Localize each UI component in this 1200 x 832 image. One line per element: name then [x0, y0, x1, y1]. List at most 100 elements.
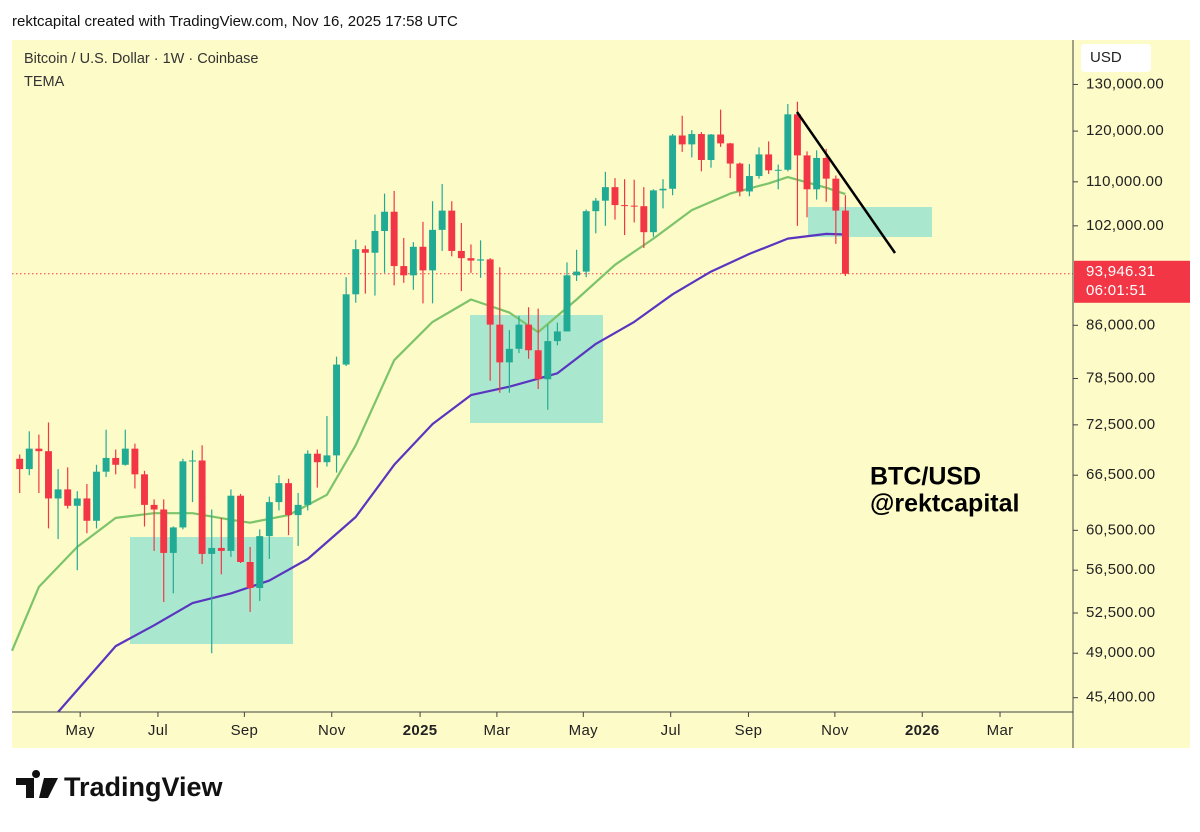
y-tick-label: 60,500.00 [1086, 521, 1155, 538]
candle-body [429, 229, 437, 271]
candle-body [189, 460, 196, 462]
y-tick-label: 110,000.00 [1086, 173, 1163, 190]
symbol-title: Bitcoin / U.S. Dollar · 1W · Coinbase [24, 51, 259, 67]
candle-body [563, 275, 571, 332]
candle-body [179, 461, 187, 528]
candle-body [390, 211, 398, 267]
zone [808, 207, 932, 237]
candle-body [582, 211, 590, 272]
candle-body [141, 474, 148, 505]
annotation: @rektcapital [870, 490, 1019, 518]
candle-body [793, 114, 801, 156]
candle-body [669, 135, 677, 189]
candle-body [160, 509, 168, 553]
candle-body [381, 211, 389, 232]
last-price-box [1074, 260, 1190, 303]
x-tick-label: May [66, 722, 95, 739]
candle-body [649, 190, 657, 233]
y-tick-label: 45,400.00 [1086, 689, 1155, 706]
x-tick-label: Mar [987, 722, 1014, 739]
candle-body [16, 458, 24, 470]
candle-body [688, 134, 696, 145]
x-tick-label: Nov [318, 722, 346, 739]
candle-body [333, 364, 340, 456]
candle-body [467, 258, 475, 261]
candle-body [496, 324, 504, 363]
candle-body [275, 483, 283, 503]
countdown: 06:01:51 [1086, 282, 1147, 299]
candle-body [774, 169, 782, 171]
candle-body [409, 246, 417, 276]
currency[interactable]: USD [1090, 49, 1122, 66]
candle-body [515, 324, 523, 349]
candle-body [313, 453, 321, 463]
candle-body [544, 341, 552, 380]
candle-body [54, 489, 62, 499]
candle-body [227, 495, 235, 551]
candle-body [246, 562, 254, 589]
candle-body [35, 448, 43, 452]
candle-body [592, 200, 600, 212]
candle-body [73, 498, 81, 506]
candle-body [419, 246, 427, 271]
candle-body [477, 259, 485, 261]
candle-body [726, 143, 734, 164]
candle-body [83, 498, 91, 521]
candle-body [45, 451, 52, 499]
candle-body [64, 489, 72, 506]
candle-body [822, 157, 830, 179]
indicator-name: TEMA [24, 74, 65, 90]
candle-body [102, 457, 110, 472]
candle-body [256, 536, 264, 589]
candle-body [640, 206, 648, 233]
candle-body [323, 455, 331, 463]
candle-body [342, 294, 350, 365]
y-tick-label: 49,000.00 [1086, 644, 1155, 661]
candle-body [659, 188, 667, 191]
x-tick-label: Jul [661, 722, 681, 739]
candle-body [611, 187, 619, 206]
candle-body [505, 348, 513, 363]
candle-body [745, 176, 753, 192]
candle-body [525, 324, 533, 351]
currency-box[interactable] [1081, 44, 1151, 72]
x-tick-label: Mar [484, 722, 511, 739]
candle-body [217, 547, 225, 551]
y-tick-label: 120,000.00 [1086, 122, 1164, 139]
candle-body [448, 210, 456, 251]
candle-body [93, 471, 100, 521]
candle-body [784, 114, 792, 170]
candle-body [131, 448, 139, 475]
candle-body [371, 231, 379, 253]
y-tick-label: 52,500.00 [1086, 604, 1155, 621]
candle-body [697, 134, 705, 160]
header: rektcapital created with TradingView.com… [12, 13, 458, 30]
x-tick-label: Sep [735, 722, 763, 739]
candle-body [717, 134, 725, 144]
candle-body [841, 210, 849, 274]
candle-body [813, 157, 821, 190]
y-tick-label: 130,000.00 [1086, 75, 1164, 92]
candle-body [112, 457, 120, 465]
candle-body [198, 460, 206, 554]
x-tick-label: 2026 [905, 722, 940, 739]
candle-body [400, 266, 408, 276]
candle-body [265, 502, 273, 537]
candle-body [736, 163, 744, 192]
candle-body [457, 250, 465, 259]
marks [10, 101, 1073, 713]
candle-body [237, 495, 244, 563]
candle-body [621, 205, 629, 207]
candle-body [25, 448, 33, 470]
indicator-line [57, 232, 846, 713]
candle-body [755, 154, 763, 177]
candle-body [361, 249, 369, 253]
candle-body [678, 135, 686, 145]
candle-body [169, 527, 177, 553]
candle-body [573, 271, 581, 276]
candle-body [553, 331, 561, 342]
candle-body [707, 134, 715, 160]
candle-body [765, 154, 773, 171]
